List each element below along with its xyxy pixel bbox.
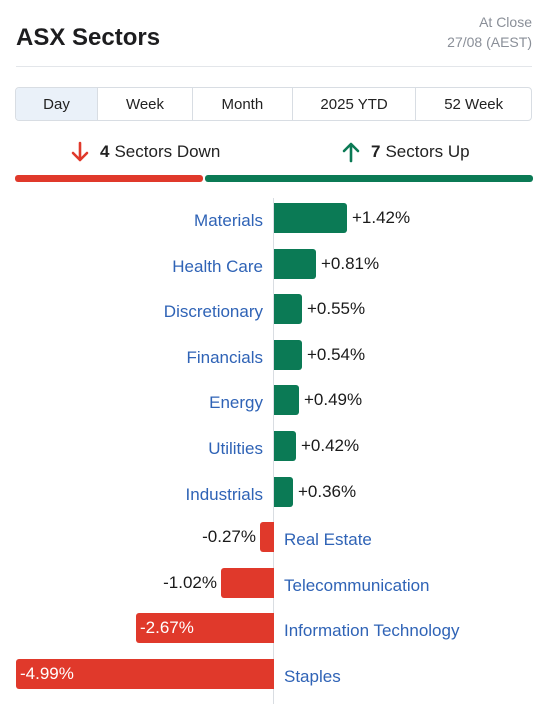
tab-week[interactable]: Week (98, 88, 193, 120)
sector-label-staples[interactable]: Staples (284, 667, 341, 686)
sectors-down-label: Sectors Down (114, 142, 221, 161)
tab-day[interactable]: Day (16, 88, 99, 120)
value-label-telecommunication: -1.02% (163, 573, 217, 592)
bar-financials (274, 340, 302, 370)
bar-health-care (274, 249, 316, 279)
value-label-real-estate: -0.27% (202, 527, 256, 546)
sector-label-telecommunication[interactable]: Telecommunication (284, 576, 430, 595)
bar-industrials (274, 477, 293, 507)
bar-real-estate (260, 522, 274, 552)
header-divider (16, 66, 532, 67)
sectors-up-label: Sectors Up (385, 142, 470, 161)
value-label-utilities: +0.42% (301, 436, 360, 455)
arrow-up-icon (342, 142, 360, 163)
breadth-up-bar (205, 175, 533, 182)
bar-discretionary (274, 294, 302, 324)
sector-label-discretionary[interactable]: Discretionary (163, 302, 263, 321)
chart-zero-axis (273, 198, 274, 704)
value-label-energy: +0.49% (304, 390, 363, 409)
value-label-discretionary: +0.55% (307, 299, 366, 318)
tab-month[interactable]: Month (193, 88, 293, 120)
arrow-down-icon (71, 141, 89, 162)
sector-label-health-care[interactable]: Health Care (172, 257, 263, 276)
sectors-up-count: 7 (371, 142, 381, 161)
value-label-health-care: +0.81% (321, 254, 380, 273)
breadth-down-bar (15, 175, 203, 182)
value-label-industrials: +0.36% (298, 482, 357, 501)
sector-label-energy[interactable]: Energy (209, 393, 263, 412)
bar-materials (274, 203, 347, 233)
bar-utilities (274, 431, 296, 461)
bar-telecommunication (221, 568, 274, 598)
bar-staples (16, 659, 274, 689)
sector-label-industrials[interactable]: Industrials (185, 485, 263, 504)
close-date: 27/08 (AEST) (447, 34, 532, 50)
value-label-staples: -4.99% (20, 664, 74, 683)
page-title: ASX Sectors (16, 24, 161, 51)
value-label-materials: +1.42% (352, 208, 411, 227)
sectors-down-summary: 4 Sectors Down (70, 141, 220, 163)
sector-label-materials[interactable]: Materials (194, 211, 263, 230)
value-label-information-technology: -2.67% (140, 618, 194, 637)
tab-52-week[interactable]: 52 Week (444, 95, 504, 113)
sector-label-information-technology[interactable]: Information Technology (284, 621, 460, 640)
tab-2025-ytd[interactable]: 2025 YTD (293, 88, 417, 120)
sectors-up-summary: 7 Sectors Up (341, 141, 470, 163)
bar-information-technology (136, 613, 274, 643)
period-tabs: Day Week Month 2025 YTD 52 Week (15, 87, 532, 121)
sector-label-utilities[interactable]: Utilities (208, 439, 263, 458)
sector-label-real-estate[interactable]: Real Estate (284, 530, 372, 549)
close-status: At Close (479, 14, 532, 30)
value-label-financials: +0.54% (307, 345, 366, 364)
bar-energy (274, 385, 299, 415)
market-status: At Close 27/08 (AEST) (447, 12, 532, 52)
sectors-down-count: 4 (100, 142, 110, 161)
sector-label-financials[interactable]: Financials (186, 348, 263, 367)
